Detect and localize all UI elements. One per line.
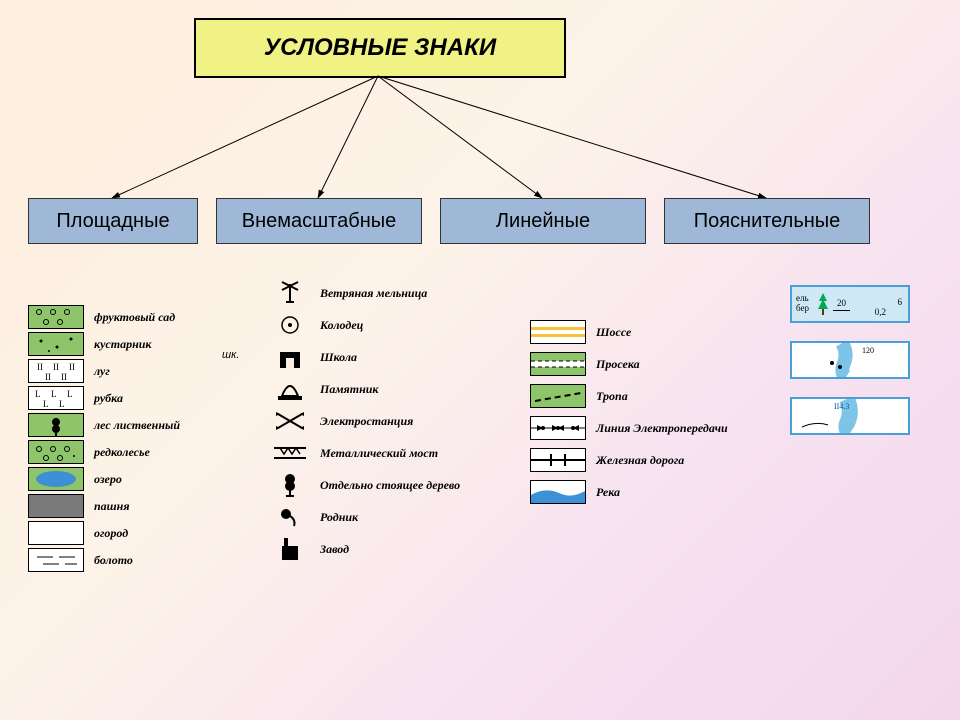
svg-text:120: 120: [862, 346, 874, 355]
line-swatch-river: [530, 480, 586, 504]
school-icon: [270, 344, 310, 370]
area-label: рубка: [94, 391, 123, 406]
point-label: Отдельно стоящее дерево: [320, 478, 460, 493]
well-icon: [270, 312, 310, 338]
area-swatch-cutting: LLLLL: [28, 386, 84, 410]
bridge-icon: [270, 440, 310, 466]
line-symbol-row: Река: [530, 480, 780, 504]
point-symbol-row: Родник: [270, 504, 530, 530]
area-symbols-column: фруктовый садкустарникIIIIIIIIIIлугLLLLL…: [28, 305, 258, 575]
line-swatch-clearing: [530, 352, 586, 376]
area-label: луг: [94, 364, 110, 379]
point-symbol-row: Памятник: [270, 376, 530, 402]
point-label: Памятник: [320, 382, 379, 397]
line-label: Железная дорога: [596, 453, 684, 468]
area-swatch-garden: [28, 521, 84, 545]
line-symbol-row: Линия Электропередачи: [530, 416, 780, 440]
area-swatch-meadow: IIIIIIIIII: [28, 359, 84, 383]
area-label: болото: [94, 553, 133, 568]
area-symbol-row: огород: [28, 521, 258, 545]
area-swatch-orchard: [28, 305, 84, 329]
tree-icon: [270, 472, 310, 498]
point-symbol-row: Ветряная мельница: [270, 280, 530, 306]
svg-text:II: II: [53, 362, 59, 372]
svg-text:L: L: [51, 389, 57, 399]
point-symbol-row: шк.Школа: [270, 344, 530, 370]
svg-text:L: L: [59, 399, 65, 409]
area-label: озеро: [94, 472, 122, 487]
svg-text:II: II: [69, 362, 75, 372]
monument-icon: [270, 376, 310, 402]
windmill-icon: [270, 280, 310, 306]
area-symbol-row: редколесье: [28, 440, 258, 464]
area-label: пашня: [94, 499, 130, 514]
category-box: Площадные: [28, 198, 198, 244]
area-symbol-row: болото: [28, 548, 258, 572]
line-symbol-row: Шоссе: [530, 320, 780, 344]
factory-icon: [270, 536, 310, 562]
line-label: Река: [596, 485, 620, 500]
point-label: Школа: [320, 350, 357, 365]
line-label: Просека: [596, 357, 640, 372]
title-box: УСЛОВНЫЕ ЗНАКИ: [194, 18, 566, 78]
point-symbol-row: Металлический мост: [270, 440, 530, 466]
point-label: Колодец: [320, 318, 363, 333]
line-label: Линия Электропередачи: [596, 421, 728, 436]
area-symbol-row: лес лиственный: [28, 413, 258, 437]
explanatory-swatch-2: 120: [790, 341, 910, 379]
area-swatch-forest: [28, 413, 84, 437]
line-label: Тропа: [596, 389, 628, 404]
line-symbol-row: Железная дорога: [530, 448, 780, 472]
line-swatch-rail: [530, 448, 586, 472]
category-box: Внемасштабные: [216, 198, 422, 244]
area-swatch-lake: [28, 467, 84, 491]
point-label: Родник: [320, 510, 358, 525]
point-symbol-row: Колодец: [270, 312, 530, 338]
point-label: Ветряная мельница: [320, 286, 427, 301]
explanatory-column: ельбер 20 0,2 6 120 II4.3: [790, 285, 940, 453]
svg-text:L: L: [43, 399, 49, 409]
line-swatch-highway: [530, 320, 586, 344]
line-swatch-path: [530, 384, 586, 408]
area-label: редколесье: [94, 445, 150, 460]
area-symbol-row: фруктовый сад: [28, 305, 258, 329]
point-label: Завод: [320, 542, 349, 557]
area-label: кустарник: [94, 337, 152, 352]
area-symbol-row: LLLLLрубка: [28, 386, 258, 410]
line-symbols-column: Шоссе Просека Тропа Линия Электропередачи Же…: [530, 320, 780, 512]
svg-text:II: II: [45, 372, 51, 382]
svg-text:L: L: [67, 389, 73, 399]
title-text: УСЛОВНЫЕ ЗНАКИ: [264, 34, 496, 62]
svg-text:II: II: [61, 372, 67, 382]
svg-text:II: II: [37, 362, 43, 372]
area-symbol-row: озеро: [28, 467, 258, 491]
area-symbol-row: IIIIIIIIIIлуг: [28, 359, 258, 383]
area-label: фруктовый сад: [94, 310, 175, 325]
explanatory-swatch-1: ельбер 20 0,2 6: [790, 285, 910, 323]
explanatory-swatch-3: II4.3: [790, 397, 910, 435]
category-box: Пояснительные: [664, 198, 870, 244]
svg-text:II4.3: II4.3: [834, 402, 849, 411]
line-swatch-powerline: [530, 416, 586, 440]
point-label: Металлический мост: [320, 446, 438, 461]
category-box: Линейные: [440, 198, 646, 244]
powerstation-icon: [270, 408, 310, 434]
line-label: Шоссе: [596, 325, 631, 340]
area-label: лес лиственный: [94, 418, 180, 433]
area-label: огород: [94, 526, 128, 541]
point-symbol-row: Отдельно стоящее дерево: [270, 472, 530, 498]
area-swatch-swamp: [28, 548, 84, 572]
area-swatch-shrub: [28, 332, 84, 356]
point-label: Электростанция: [320, 414, 413, 429]
spring-icon: [270, 504, 310, 530]
point-symbol-row: Завод: [270, 536, 530, 562]
svg-text:L: L: [35, 389, 41, 399]
point-symbols-column: Ветряная мельница Колодец шк.Школа Памятник…: [270, 280, 530, 568]
line-symbol-row: Тропа: [530, 384, 780, 408]
line-symbol-row: Просека: [530, 352, 780, 376]
area-symbol-row: пашня: [28, 494, 258, 518]
area-swatch-arable: [28, 494, 84, 518]
area-swatch-sparse: [28, 440, 84, 464]
point-symbol-row: Электростанция: [270, 408, 530, 434]
